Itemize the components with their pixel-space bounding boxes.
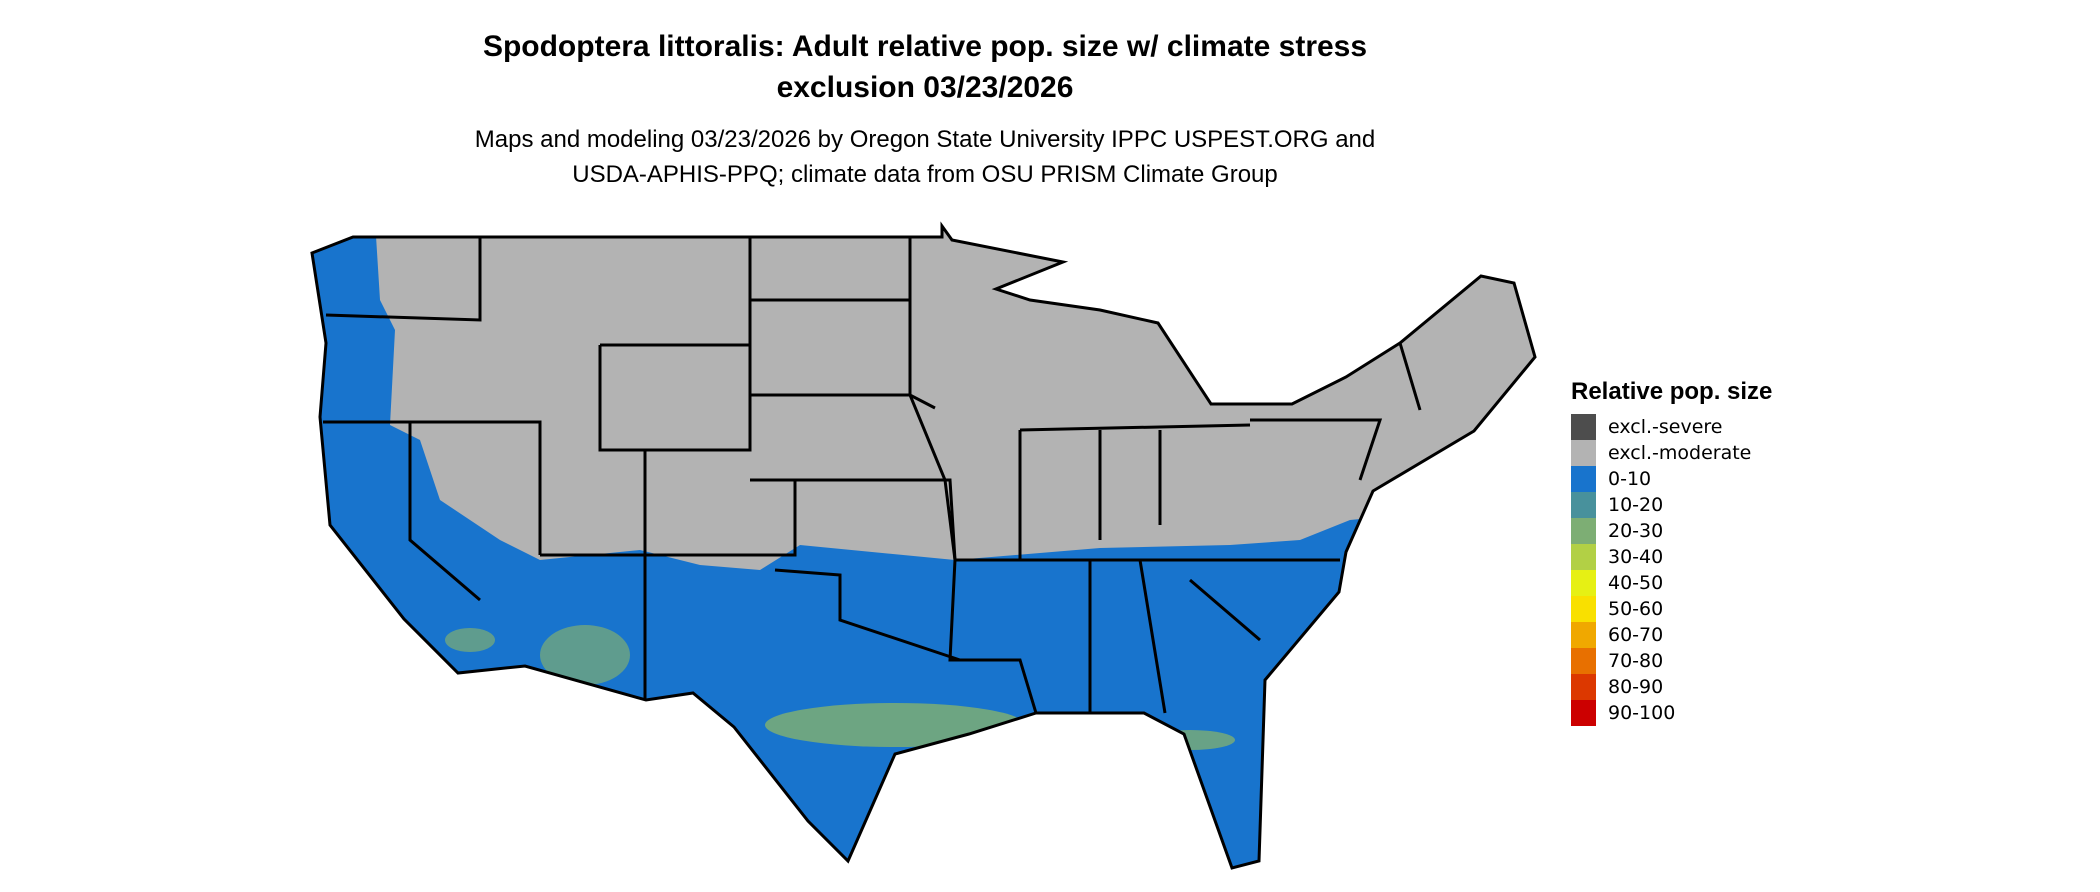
legend-label: 0-10 (1608, 468, 1652, 490)
state-border (774, 568, 961, 662)
mid-population-patch (540, 625, 630, 685)
state-border (408, 422, 481, 602)
legend-label: excl.-moderate (1608, 442, 1752, 464)
legend-swatch (1571, 544, 1596, 570)
title-line-2: exclusion 03/23/2026 (776, 71, 1074, 104)
state-border (598, 237, 752, 452)
legend-swatch (1571, 596, 1596, 622)
legend-swatch (1571, 622, 1596, 648)
legend-label: 80-90 (1608, 676, 1664, 698)
legend-item: 90-100 (1571, 700, 1772, 726)
state-border (1398, 342, 1422, 411)
state-border (795, 478, 957, 561)
map-subtitle: Maps and modeling 03/23/2026 by Oregon S… (300, 122, 1550, 192)
legend-item: 80-90 (1571, 674, 1772, 700)
legend-label: 50-60 (1608, 598, 1664, 620)
national-border (310, 221, 1537, 870)
legend-item: 60-70 (1571, 622, 1772, 648)
legend-item: excl.-severe (1571, 414, 1772, 440)
legend-label: excl.-severe (1608, 416, 1723, 438)
legend-label: 10-20 (1608, 494, 1664, 516)
map-legend: Relative pop. size excl.-severe excl.-mod… (1571, 378, 1772, 726)
state-border (948, 559, 1038, 714)
state-border (325, 237, 482, 322)
state-borders (310, 221, 1537, 870)
legend-item: 50-60 (1571, 596, 1772, 622)
legend-swatch (1571, 466, 1596, 492)
legend-item: 70-80 (1571, 648, 1772, 674)
subtitle-line-1: Maps and modeling 03/23/2026 by Oregon S… (474, 126, 1376, 153)
legend-swatch (1571, 674, 1596, 700)
subtitle-line-2: USDA-APHIS-PPQ; climate data from OSU PR… (572, 161, 1278, 188)
legend-item: 10-20 (1571, 492, 1772, 518)
legend-item: 0-10 (1571, 466, 1772, 492)
legend-label: 90-100 (1608, 702, 1676, 724)
legend-swatch (1571, 700, 1596, 726)
legend-label: 20-30 (1608, 520, 1664, 542)
state-border (643, 450, 797, 557)
legend-swatch (1571, 414, 1596, 440)
legend-swatch (1571, 518, 1596, 544)
legend-label: 70-80 (1608, 650, 1664, 672)
title-line-1: Spodoptera littoralis: Adult relative po… (482, 30, 1368, 63)
state-border (1250, 418, 1383, 481)
legend-label: 60-70 (1608, 624, 1664, 646)
state-border (1019, 423, 1251, 432)
legend-swatch (1571, 492, 1596, 518)
legend-item: 20-30 (1571, 518, 1772, 544)
map-title: Spodoptera littoralis: Adult relative po… (300, 26, 1550, 108)
legend-item: 40-50 (1571, 570, 1772, 596)
legend-swatch (1571, 648, 1596, 674)
state-border (908, 237, 957, 561)
legend-label: 30-40 (1608, 546, 1664, 568)
state-border (323, 420, 542, 555)
mid-population-patch (765, 703, 1025, 747)
legend-swatch (1571, 440, 1596, 466)
legend-swatch (1571, 570, 1596, 596)
legend-label: 40-50 (1608, 572, 1664, 594)
legend-item: excl.-moderate (1571, 440, 1772, 466)
legend-title: Relative pop. size (1571, 378, 1773, 405)
state-border (1138, 559, 1167, 714)
mid-population-patch (445, 628, 495, 652)
state-border (1189, 578, 1261, 642)
legend-item: 30-40 (1571, 544, 1772, 570)
legend-items: excl.-severe excl.-moderate 0-10 10-20 20-30… (1571, 414, 1772, 726)
